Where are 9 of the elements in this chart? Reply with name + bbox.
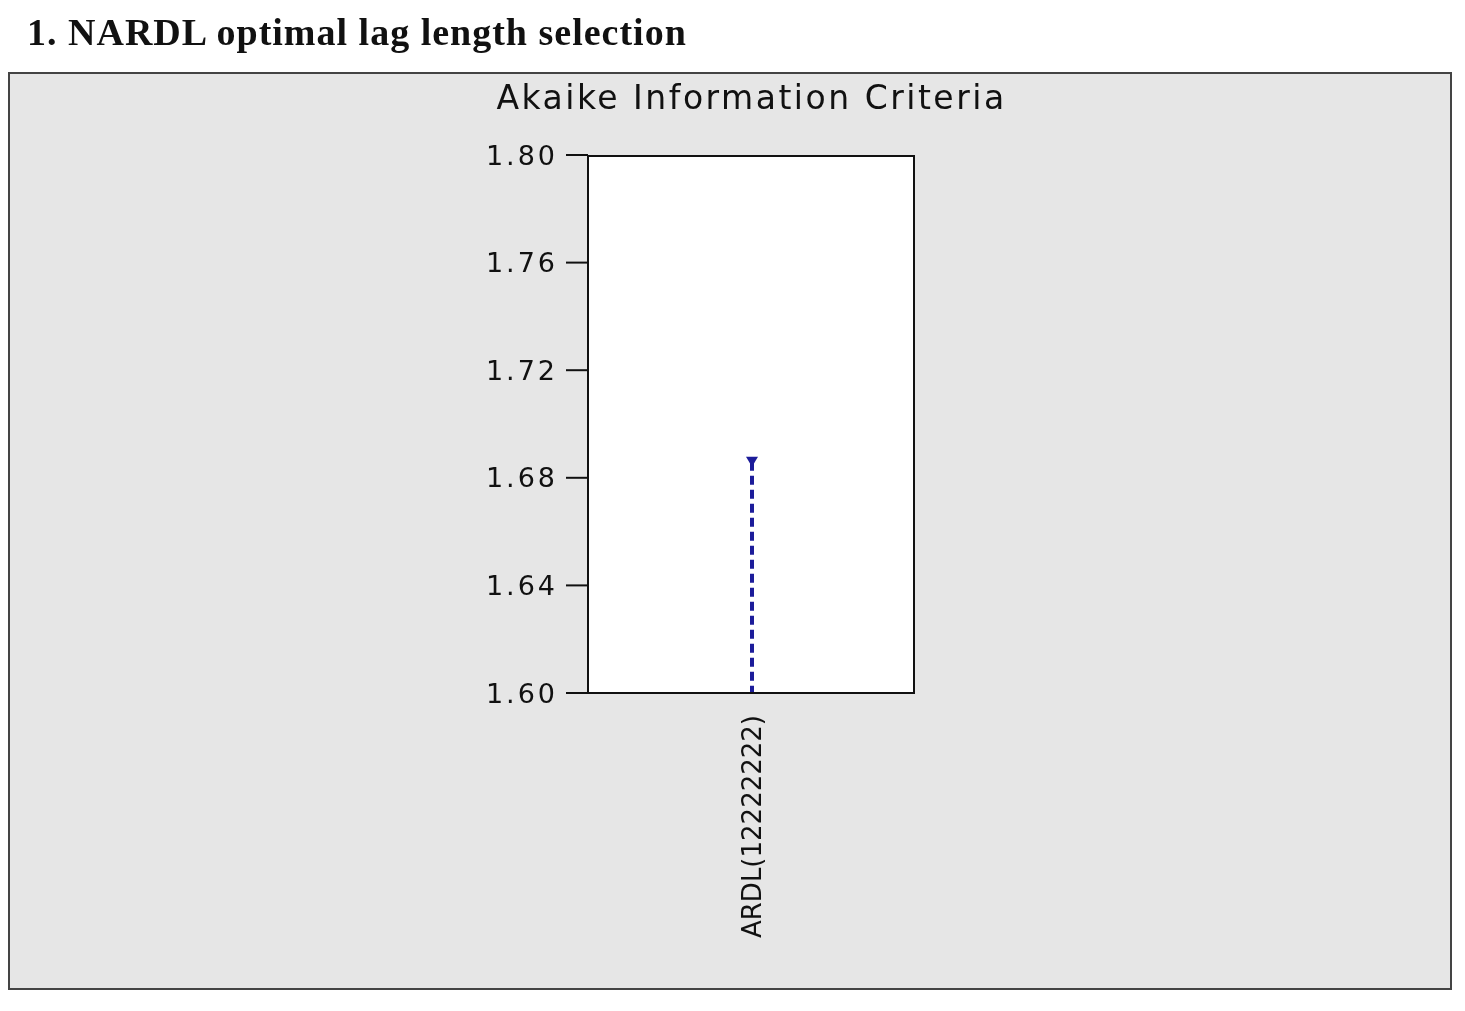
y-tick-label: 1.72: [485, 354, 558, 386]
y-tick-label: 1.76: [485, 247, 558, 279]
y-tick-label: 1.60: [485, 677, 558, 709]
chart-title: 1. NARDL optimal lag length selection: [27, 10, 687, 54]
y-tick-label: 1.64: [485, 569, 558, 601]
y-tick-label: 1.68: [485, 462, 558, 494]
chart-subtitle: Akaike Information Criteria: [496, 78, 1007, 117]
x-tick-label: ARDL(12222222): [736, 715, 767, 938]
y-tick-label: 1.80: [485, 139, 558, 171]
